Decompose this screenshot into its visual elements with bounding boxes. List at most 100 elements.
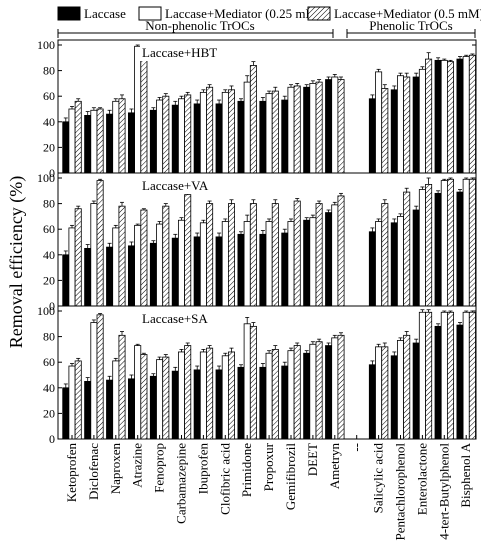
bar-med-0-25-fenoprop [156,223,164,307]
x-tick-label-carbamazepine: Carbamazepine [174,443,189,524]
bar-laccase-primidone [237,366,245,440]
y-tick-label: 20 [43,406,55,420]
bar-laccase-carbamazepine [171,237,179,307]
bar-med-0-25-clofibric-acid [221,91,229,174]
bar-med-0-25-salicylic-acid [375,346,383,440]
bar-laccase-gemifibrozil [281,232,289,307]
bar-med-0-25-deet [309,217,317,307]
bar-med-0-5-gemifibrozil [293,345,301,440]
bar-laccase-ibuprofen [193,103,201,174]
bar-laccase-salicylic-acid [368,98,376,174]
bar-laccase-clofibric-acid [215,369,223,440]
bar-med-0-5-ibuprofen [206,203,214,307]
bar-med-0-5-clofibric-acid [227,89,235,174]
legend-swatch-mediator-05 [307,6,331,21]
bar-med-0-25-deet [309,83,317,174]
bar-laccase-4-tert-butylphenol [434,59,442,174]
y-tick-label: 40 [43,115,55,129]
bar-med-0-5-diclofenac [96,180,104,307]
bar-med-0-25-diclofenac [90,203,98,307]
x-tick-label-enterolactone: Enterolactone [414,443,429,515]
panel-label: Laccase+SA [142,311,208,326]
bar-med-0-5-deet [315,81,323,174]
bar-med-0-25-deet [309,343,317,440]
bar-med-0-5-carbamazepine [184,194,192,307]
bar-laccase-fenoprop [149,109,157,174]
bar-laccase-ibuprofen [193,236,201,307]
panel-1: 0 20 40 60 80 100 Laccase+HBT [37,38,477,180]
group-label-non-phenolic: Non-phenolic TrOCs [145,18,254,33]
bar-med-0-5-naproxen [118,98,126,174]
x-tick-label-gemifibrozil: Gemifibrozil [283,443,298,511]
x-tick-label-deet: DEET [305,443,320,476]
legend-swatch-laccase [57,6,81,21]
bar-laccase-enterolactone [412,209,420,307]
bar-laccase-primidone [237,233,245,307]
y-tick-label: 40 [43,381,55,395]
legend-label-mediator-025: Laccase+Mediator (0.25 mM) [165,6,321,21]
bar-med-0-5-gemifibrozil [293,200,301,307]
bar-laccase-fenoprop [149,375,157,440]
bar-med-0-5-naproxen [118,334,126,440]
bar-laccase-primidone [237,100,245,174]
x-tick-label-ibuprofen: Ibuprofen [195,443,210,495]
bar-med-0-25-ametryn [331,337,339,440]
bar-laccase-carbamazepine [171,104,179,174]
panel-label-background [140,310,211,327]
bar-laccase-pentachlorophenol [390,89,398,174]
bar-med-0-5-carbamazepine [184,94,192,174]
y-tick-label: 80 [43,330,55,344]
bar-med-0-25-propoxur [265,221,273,307]
bar-med-0-5-pentachlorophenol [403,76,411,174]
bar-laccase-bisphenol-a [456,324,464,440]
bar-med-0-5-deet [315,341,323,440]
bar-med-0-5-atrazine [140,47,148,174]
bar-med-0-25-ketoprofen [68,365,76,440]
x-tick-label-atrazine: Atrazine [130,443,145,488]
bar-med-0-5-primidone [249,203,257,307]
bar-med-0-25-ametryn [331,76,339,174]
bar-laccase-diclofenac [84,115,92,174]
bar-med-0-25-naproxen [112,100,120,174]
bar-med-0-5-salicylic-acid [381,203,389,307]
y-tick-label: 100 [37,171,55,185]
bar-med-0-25-gemifibrozil [287,350,295,440]
bar-med-0-5-gemifibrozil [293,85,301,174]
bar-laccase-fenoprop [149,242,157,307]
bar-laccase-atrazine [127,378,135,440]
bar-med-0-25-bisphenol-a [462,311,470,440]
bar-laccase-bisphenol-a [456,58,464,174]
bar-laccase-naproxen [106,113,114,174]
bar-med-0-25-clofibric-acid [221,221,229,307]
bar-med-0-25-carbamazepine [177,351,185,440]
y-tick-label: 0 [49,166,55,180]
bar-med-0-25-atrazine [134,45,142,174]
legend: Laccase Laccase+Mediator (0.25 mM) Lacca… [57,6,481,21]
panel-label: Laccase+HBT [142,45,217,60]
legend-swatch-mediator-025 [138,6,162,21]
legend-label-mediator-05: Laccase+Mediator (0.5 mM) [334,6,481,21]
bar-med-0-25-fenoprop [156,99,164,174]
bar-med-0-5-bisphenol-a [468,311,476,440]
bar-med-0-25-pentachlorophenol [396,340,404,440]
bar-med-0-25-primidone [243,81,251,174]
bar-med-0-5-propoxur [271,348,279,440]
x-tick-label-naproxen: Naproxen [108,443,123,495]
bar-med-0-5-primidone [249,325,257,440]
bar-med-0-25-naproxen [112,227,120,307]
bar-med-0-25-ibuprofen [199,351,207,440]
x-axis-category-labels: Ketoprofen Diclofenac Naproxen Atrazine Feno… [64,435,473,540]
bar-med-0-25-clofibric-acid [221,355,229,440]
bar-laccase-ketoprofen [62,254,70,307]
x-tick-label-fenoprop: Fenoprop [152,443,167,493]
panel-label-background [140,177,211,194]
bar-med-0-5-clofibric-acid [227,351,235,440]
bar-laccase-ibuprofen [193,369,201,440]
group-bracket-non-phenolic: Non-phenolic TrOCs [57,18,334,38]
bar-med-0-25-enterolactone [418,68,426,174]
bar-med-0-5-ketoprofen [74,100,82,174]
y-tick-label: 0 [49,299,55,313]
x-tick-label-clofibric-acid: Clofibric acid [217,443,232,515]
bar-med-0-25-salicylic-acid [375,221,383,307]
bar-laccase-clofibric-acid [215,103,223,174]
